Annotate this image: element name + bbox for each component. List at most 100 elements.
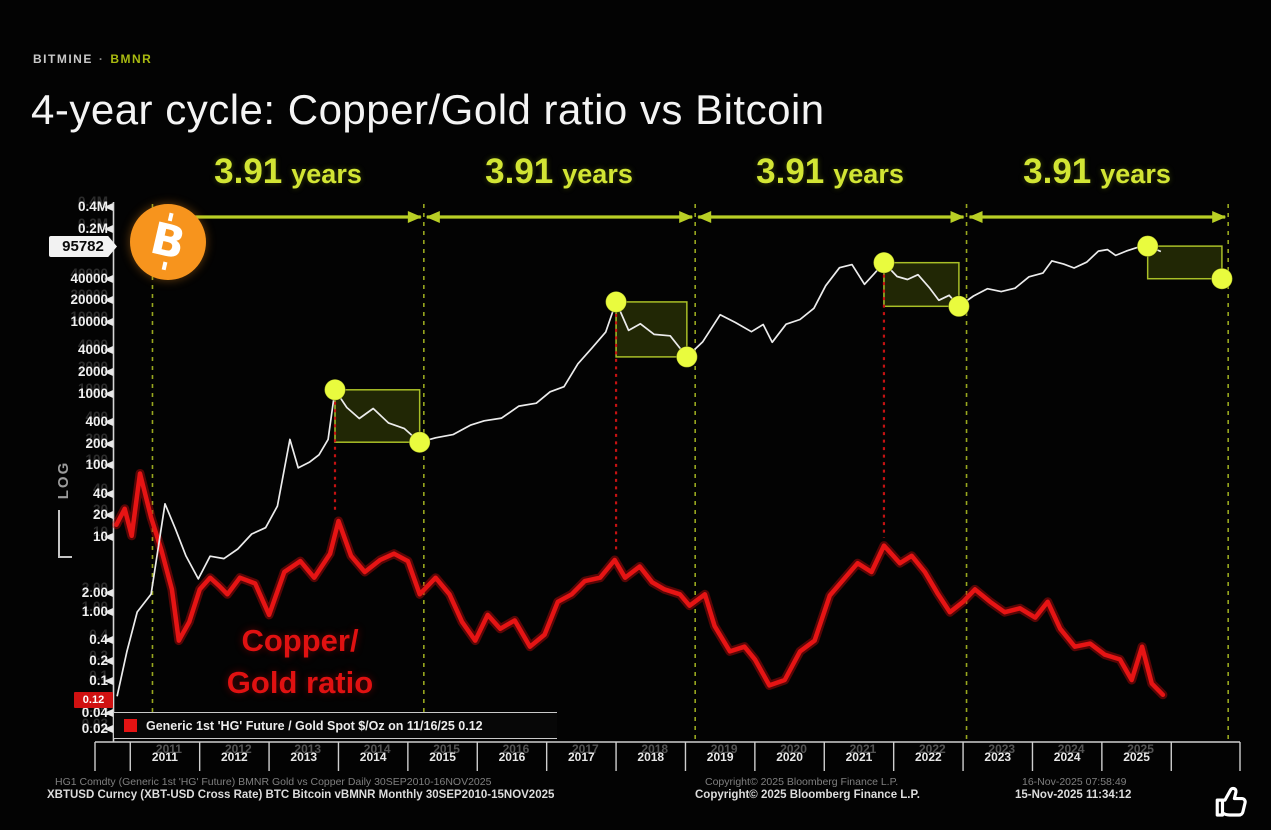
page-title: 4-year cycle: Copper/Gold ratio vs Bitco… bbox=[31, 86, 825, 133]
y-axis-tick bbox=[104, 709, 113, 717]
cycle-arrowhead-right-2 bbox=[679, 211, 694, 223]
cycle-arrowhead-right-1 bbox=[407, 211, 422, 223]
y-axis-tick bbox=[104, 368, 113, 377]
btc-axis-label-20000: 20000 bbox=[70, 292, 108, 308]
x-axis-year-2021: 2021 bbox=[845, 750, 873, 764]
x-axis-year-2016: 2016 bbox=[498, 750, 526, 764]
y-axis-tick bbox=[104, 224, 113, 233]
btc-axis-label-200: 200 bbox=[85, 435, 108, 451]
btc-axis-label-0.4M: 0.4M bbox=[77, 199, 108, 215]
y-axis-tick bbox=[104, 489, 113, 498]
cycle-peak-dot-1 bbox=[323, 378, 346, 401]
cycle-length-label-4: 3.91 years bbox=[1023, 152, 1171, 191]
cycle-arrowhead-right-3 bbox=[950, 211, 965, 223]
cycle-correction-box-3 bbox=[883, 261, 960, 308]
btc-axis-label-0.2M: 0.2M bbox=[77, 220, 108, 236]
copper-gold-line bbox=[114, 471, 1166, 698]
thumbs-up-button[interactable] bbox=[1212, 780, 1254, 822]
x-axis-year-2022: 2022 bbox=[915, 750, 942, 764]
cycle-length-label-2: 3.91 years bbox=[485, 152, 633, 191]
y-axis-tick bbox=[104, 533, 113, 541]
cycle-peak-dot-2 bbox=[605, 290, 628, 313]
x-axis-year-2013: 2013 bbox=[290, 750, 318, 764]
bitcoin-logo: B bbox=[130, 204, 206, 280]
footer-timestamp: 15-Nov-2025 11:34:12 bbox=[1015, 789, 1132, 801]
x-axis-year-2017: 2017 bbox=[568, 750, 595, 764]
btc-axis-label-4000: 4000 bbox=[77, 342, 108, 358]
copper-axis-label-0.1: 0.1 bbox=[89, 673, 108, 688]
x-axis-year-2025: 2025 bbox=[1123, 750, 1150, 764]
y-axis-tick bbox=[104, 511, 113, 520]
cycle-bottom-dot-4 bbox=[1210, 267, 1233, 290]
brand-ticker-bmnr: BMNR bbox=[110, 52, 153, 66]
x-axis-year-2019: 2019 bbox=[706, 750, 734, 764]
cycle-arrowhead-left-2 bbox=[425, 211, 440, 223]
copper-axis-label-1.00: 1.00 bbox=[81, 604, 108, 619]
y-axis-tick bbox=[104, 274, 113, 283]
x-axis-year-2012: 2012 bbox=[221, 750, 248, 764]
y-axis-tick bbox=[104, 636, 113, 644]
cycle-length-label-1: 3.91 years bbox=[214, 152, 362, 191]
y-axis-tick bbox=[104, 461, 113, 470]
copper-axis-label-0.04: 0.04 bbox=[81, 705, 108, 720]
cycle-arrowhead-right-4 bbox=[1212, 211, 1227, 223]
btc-axis-label-10: 10 bbox=[92, 529, 108, 544]
y-axis-tick bbox=[104, 608, 113, 616]
cycle-bottom-dot-1 bbox=[408, 431, 431, 454]
axis-bracket bbox=[58, 510, 72, 558]
cycle-arrowhead-left-4 bbox=[968, 211, 983, 223]
copper-gold-value-badge: 0.12 bbox=[74, 692, 113, 708]
y-axis-tick bbox=[104, 439, 113, 448]
brand-bitmine: BITMINE bbox=[33, 52, 93, 66]
footer-copyright-ghost: Copyright© 2025 Bloomberg Finance L.P. bbox=[705, 776, 899, 788]
btc-axis-label-100: 100 bbox=[85, 457, 108, 473]
y-axis-tick bbox=[104, 589, 113, 597]
copper-gold-ratio-label: Copper/ Gold ratio bbox=[226, 623, 374, 700]
footer-timestamp-ghost: 16-Nov-2025 07:58:49 bbox=[1022, 776, 1127, 788]
y-axis-tick bbox=[104, 296, 113, 305]
copper-axis-label-2.00: 2.00 bbox=[81, 585, 108, 600]
bitcoin-symbol: B bbox=[146, 212, 191, 271]
y-axis-tick bbox=[104, 389, 113, 398]
footer-source-line: XBTUSD Curncy (XBT-USD Cross Rate) BTC B… bbox=[47, 789, 555, 801]
x-axis-year-2015: 2015 bbox=[429, 750, 456, 764]
cycle-bottom-dot-2 bbox=[675, 345, 698, 368]
y-axis-tick bbox=[104, 418, 113, 427]
btc-axis-label-20: 20 bbox=[92, 507, 108, 523]
brand: BITMINE · BMNR bbox=[33, 52, 152, 66]
x-axis-year-2024: 2024 bbox=[1053, 750, 1081, 764]
btc-price-badge: 95782 bbox=[49, 236, 117, 257]
y-axis-tick bbox=[104, 317, 113, 326]
btc-line bbox=[116, 245, 1162, 697]
x-axis-year-2011: 2011 bbox=[151, 750, 178, 764]
y-axis-tick bbox=[104, 203, 113, 212]
btc-axis-label-2000: 2000 bbox=[77, 364, 108, 380]
cycle-bottom-dot-3 bbox=[947, 295, 970, 318]
x-axis-year-2023: 2023 bbox=[984, 750, 1012, 764]
copper-axis-label-0.4: 0.4 bbox=[89, 632, 108, 647]
legend-swatch-red bbox=[124, 719, 137, 732]
cycle-correction-box-2 bbox=[615, 301, 688, 358]
cycle-correction-box-1 bbox=[334, 389, 421, 443]
cycle-arrowhead-left-3 bbox=[697, 211, 712, 223]
legend: Generic 1st 'HG' Future / Gold Spot $/Oz… bbox=[113, 712, 557, 739]
x-axis-year-2014: 2014 bbox=[359, 750, 387, 764]
btc-axis-label-1000: 1000 bbox=[77, 385, 108, 401]
cycle-peak-dot-3 bbox=[872, 251, 895, 274]
footer-copyright: Copyright© 2025 Bloomberg Finance L.P. bbox=[695, 789, 920, 801]
legend-text: Generic 1st 'HG' Future / Gold Spot $/Oz… bbox=[146, 718, 483, 733]
btc-axis-label-40000: 40000 bbox=[70, 270, 108, 286]
btc-axis-label-40: 40 bbox=[92, 485, 108, 501]
copper-axis-label-0.2: 0.2 bbox=[89, 653, 108, 668]
x-axis-year-2018: 2018 bbox=[637, 750, 665, 764]
log-scale-label: LOG bbox=[55, 460, 72, 500]
x-axis-year-2020: 2020 bbox=[776, 750, 803, 764]
cycle-peak-dot-4 bbox=[1136, 235, 1159, 258]
y-axis-tick bbox=[104, 346, 113, 355]
y-axis-tick bbox=[104, 725, 113, 733]
y-axis-tick bbox=[104, 677, 113, 685]
cycle-length-label-3: 3.91 years bbox=[756, 152, 904, 191]
brand-separator: · bbox=[98, 52, 105, 66]
